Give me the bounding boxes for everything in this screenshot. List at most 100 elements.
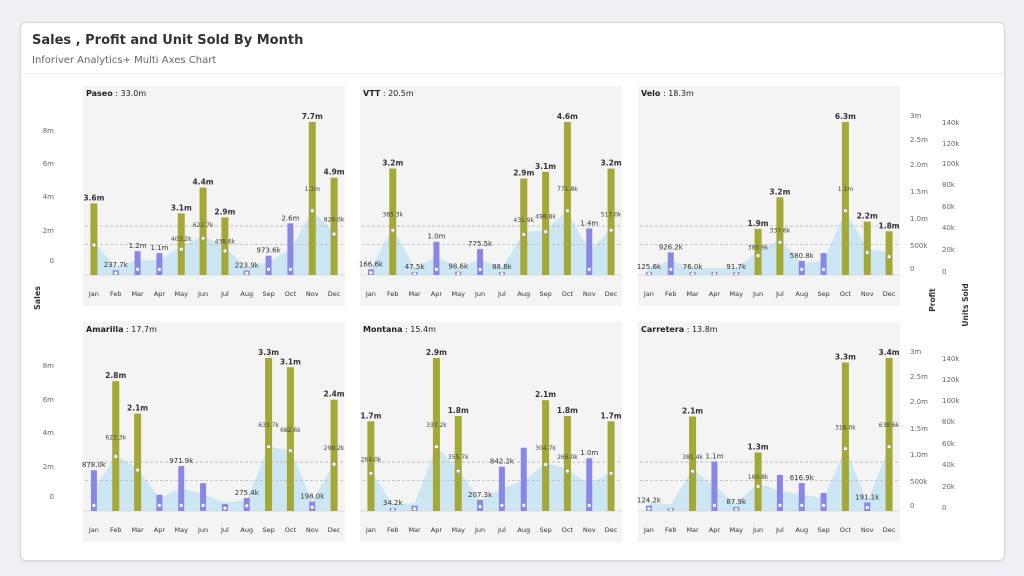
- month-tick-label: Aug: [795, 526, 808, 534]
- month-tick-label: Jul: [775, 526, 784, 534]
- data-label: 2.9m: [214, 207, 235, 216]
- month-tick-label: Jul: [497, 290, 506, 298]
- data-label: 3.2m: [382, 159, 403, 168]
- units-marker: [799, 267, 804, 272]
- units-marker: [543, 229, 548, 234]
- month-tick-label: Aug: [795, 290, 808, 298]
- sales-bar: [265, 255, 272, 275]
- panel-total: : 20.5m: [380, 89, 414, 98]
- month-tick-label: Dec: [883, 526, 896, 534]
- month-tick-label: May: [452, 526, 466, 534]
- sales-axis-tick: 0: [50, 493, 54, 501]
- profit-area: [370, 446, 612, 511]
- profit-axis-tick: 1.0m: [910, 215, 928, 223]
- panel-vtt: VTT : 20.5m 166.6k Jan 3.2m 385.3k Feb 47.5k Ma…: [359, 86, 622, 306]
- panel-title: VTT : 20.5m: [363, 89, 414, 98]
- sales-bar: [689, 416, 697, 511]
- sales-axis-tick: 8m: [43, 127, 54, 135]
- units-axis-tick: 140k: [942, 355, 960, 363]
- data-label: 2.6m: [281, 214, 299, 222]
- sales-bar: [607, 421, 615, 511]
- month-tick-label: Apr: [709, 290, 721, 298]
- month-tick-label: Jan: [365, 290, 376, 298]
- sales-bar: [389, 168, 397, 275]
- profit-area: [93, 210, 335, 275]
- profit-area: [648, 446, 890, 511]
- units-axis-tick: 120k: [942, 376, 960, 384]
- data-label: 2.1m: [682, 407, 703, 416]
- month-tick-label: Mar: [686, 290, 699, 298]
- units-axis-tick: 0: [942, 268, 946, 276]
- units-marker: [843, 208, 848, 213]
- data-label: 1.0m: [580, 449, 598, 457]
- data-label: 1.1m: [705, 453, 723, 461]
- panel-name: VTT: [363, 89, 381, 98]
- units-axis-tick: 20k: [942, 246, 956, 254]
- data-label: 125.6k: [637, 263, 662, 271]
- data-label: 76.0k: [683, 263, 704, 271]
- sales-bar: [776, 475, 783, 511]
- data-label: 1.8m: [448, 406, 469, 415]
- units-marker: [565, 208, 570, 213]
- data-label: 971.9k: [169, 457, 194, 465]
- month-tick-label: Sep: [539, 526, 551, 534]
- data-label: 2.1m: [535, 390, 556, 399]
- month-tick-label: Sep: [817, 526, 829, 534]
- sales-bar: [754, 228, 762, 275]
- month-tick-label: Jan: [643, 526, 654, 534]
- profit-label: 1.1m: [838, 186, 854, 193]
- units-marker: [456, 469, 461, 474]
- month-tick-label: May: [175, 526, 189, 534]
- data-label: 3.6m: [83, 193, 104, 202]
- profit-axis-tick: 500k: [910, 478, 928, 486]
- profit-area: [370, 210, 612, 275]
- sales-bar: [520, 447, 527, 511]
- data-label: 3.2m: [601, 159, 622, 168]
- data-label: 2.2m: [857, 212, 878, 221]
- sales-bar: [820, 253, 827, 275]
- sales-axis-tick: 8m: [43, 362, 54, 370]
- data-label: 198.0k: [300, 493, 325, 501]
- units-marker: [499, 271, 504, 276]
- units-marker: [390, 507, 395, 512]
- units-marker: [91, 242, 96, 248]
- sales-bar: [330, 399, 338, 511]
- month-tick-label: Jul: [220, 526, 229, 534]
- month-tick-label: Dec: [605, 290, 618, 298]
- data-label: 1.7m: [360, 411, 381, 420]
- units-marker: [157, 267, 162, 272]
- header-divider: [21, 73, 1004, 74]
- sales-bar: [841, 122, 849, 275]
- units-marker: [609, 228, 614, 233]
- panel-title: Amarilla : 17.7m: [86, 325, 157, 334]
- data-label: 3.1m: [280, 357, 301, 366]
- panel-name: Amarilla: [86, 325, 124, 334]
- month-tick-label: Mar: [686, 526, 699, 534]
- month-tick-label: Jun: [474, 290, 485, 298]
- sales-bar: [178, 466, 185, 511]
- profit-axis-tick: 1.5m: [910, 188, 928, 196]
- units-marker: [478, 267, 483, 272]
- profit-label: 385.9k: [748, 245, 769, 252]
- month-tick-label: Sep: [262, 526, 274, 534]
- data-label: 926.2k: [659, 243, 684, 251]
- month-tick-label: May: [730, 290, 744, 298]
- units-marker: [222, 506, 227, 511]
- profit-label: 638.6k: [879, 422, 900, 429]
- profit-label: 438.6k: [215, 238, 236, 245]
- data-label: 2.9m: [513, 169, 534, 178]
- month-tick-label: Apr: [154, 526, 166, 534]
- data-label: 207.3k: [468, 491, 493, 499]
- profit-label: 160.8k: [748, 474, 769, 481]
- profit-label: 264.0k: [361, 457, 382, 464]
- month-tick-label: Jul: [220, 290, 229, 298]
- data-label: 1.8m: [557, 406, 578, 415]
- profit-label: 623.3k: [105, 435, 126, 442]
- panel-name: Montana: [363, 325, 402, 334]
- units-marker: [777, 503, 782, 508]
- units-marker: [843, 446, 848, 451]
- sales-bar: [90, 203, 98, 275]
- sales-bar: [367, 421, 375, 511]
- month-tick-label: Mar: [131, 526, 144, 534]
- data-label: 3.1m: [535, 162, 556, 171]
